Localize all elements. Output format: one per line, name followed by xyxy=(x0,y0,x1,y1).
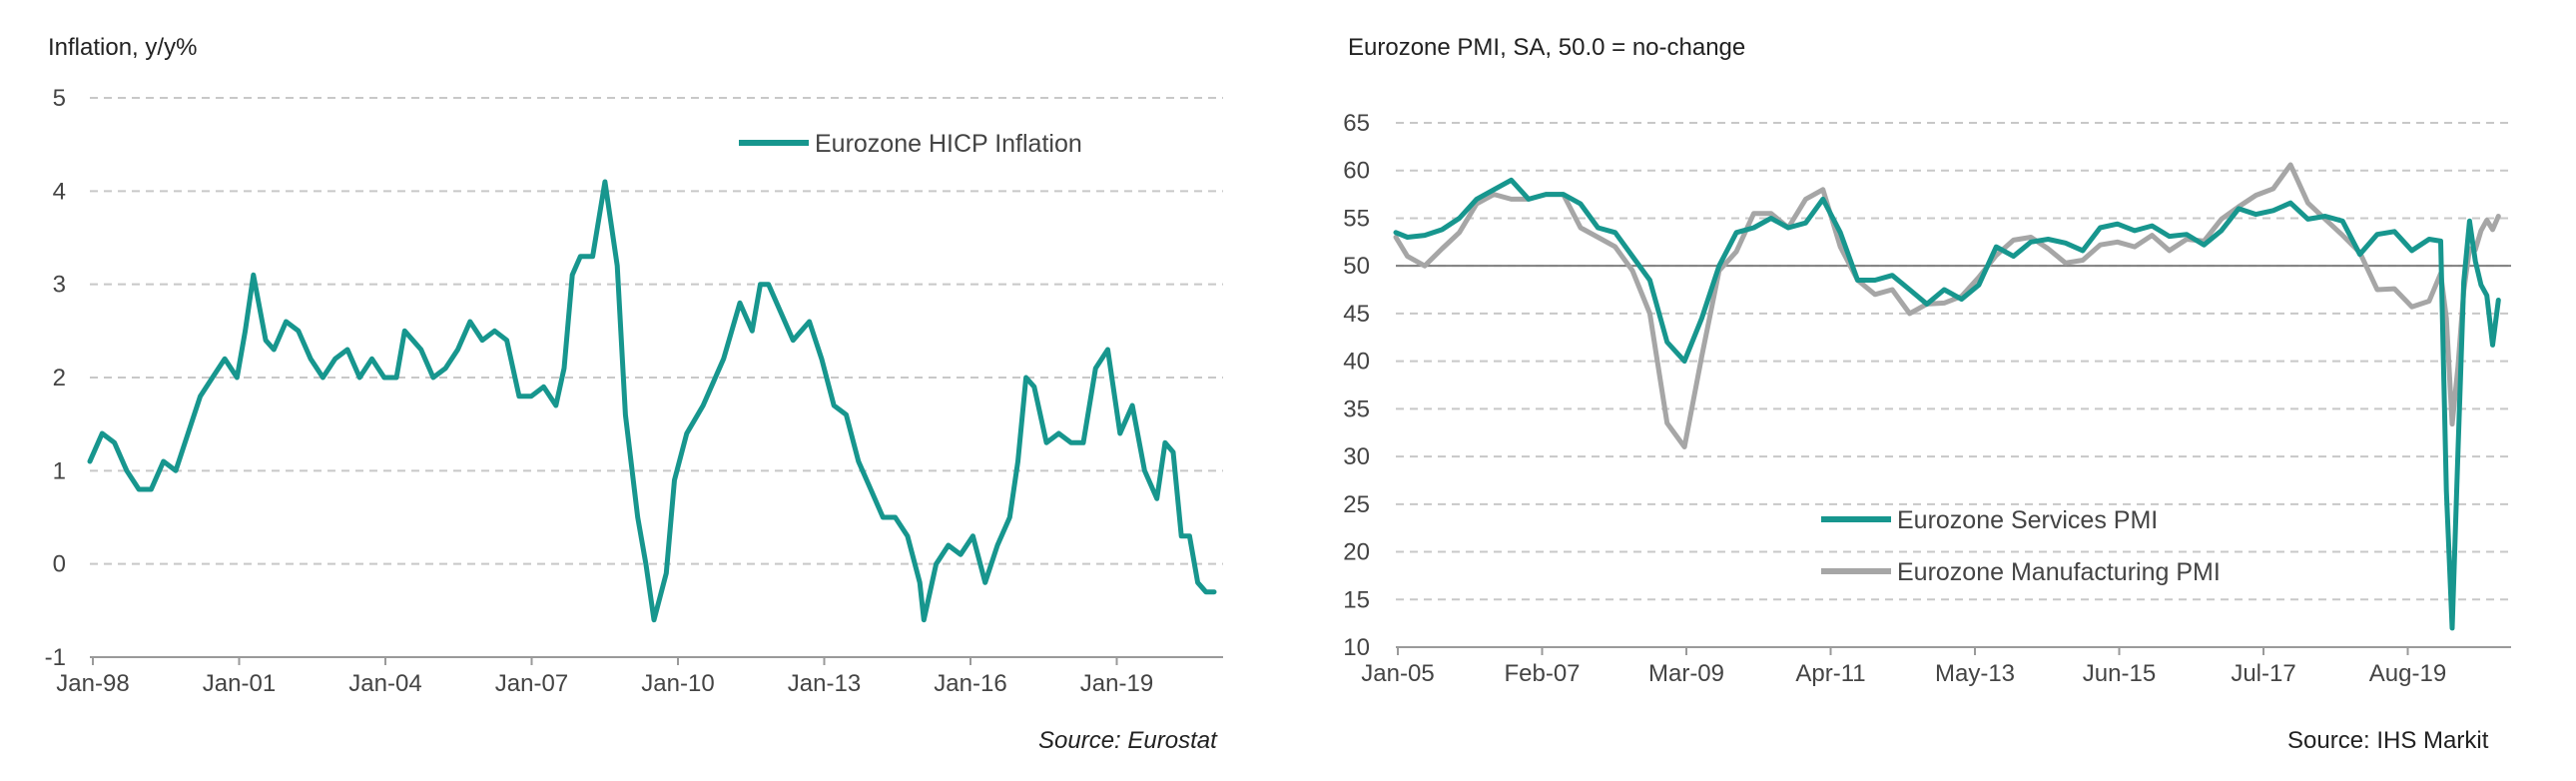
pmi-x-tick-label: Aug-19 xyxy=(2369,660,2446,687)
pmi-x-tick-label: Mar-09 xyxy=(1648,660,1724,687)
inflation-legend-label: Eurozone HICP Inflation xyxy=(815,130,1082,158)
pmi-x-tick-label: Jan-05 xyxy=(1361,660,1434,687)
pmi-y-tick-label: 20 xyxy=(1343,539,1370,566)
inflation-y-tick-label: 0 xyxy=(53,551,66,578)
inflation-chart-title: Inflation, y/y% xyxy=(48,34,198,61)
pmi-chart-panel: Eurozone PMI, SA, 50.0 = no-change 65 60 5… xyxy=(1288,0,2576,781)
pmi-legend-label: Eurozone Manufacturing PMI xyxy=(1897,558,2221,586)
inflation-y-tick-label: 1 xyxy=(53,457,66,484)
inflation-y-tick-label: 5 xyxy=(53,85,66,112)
pmi-y-tick-label: 60 xyxy=(1343,158,1370,185)
inflation-chart-panel: Inflation, y/y% 5 4 3 2 1 0 -1 Jan-98 Jan-01 Jan-… xyxy=(45,34,1223,754)
pmi-y-tick-label: 65 xyxy=(1343,110,1370,137)
inflation-x-tick-label: Jan-98 xyxy=(56,670,129,697)
pmi-y-tick-label: 50 xyxy=(1343,253,1370,280)
inflation-x-tick-label: Jan-04 xyxy=(348,670,421,697)
inflation-y-tick-label: 2 xyxy=(53,365,66,391)
pmi-y-tick-label: 55 xyxy=(1343,205,1370,232)
pmi-x-tick-label: Jun-15 xyxy=(2083,660,2156,687)
pmi-y-tick-label: 35 xyxy=(1343,395,1370,422)
inflation-x-tick-label: Jan-13 xyxy=(788,670,861,697)
pmi-legend-label: Eurozone Services PMI xyxy=(1897,506,2158,534)
pmi-x-tick-label: Feb-07 xyxy=(1504,660,1580,687)
pmi-series-line-0 xyxy=(1393,177,2501,631)
inflation-y-tick-label: 4 xyxy=(53,178,66,205)
inflation-x-tick-label: Jan-01 xyxy=(203,670,276,697)
pmi-y-tick-label: 25 xyxy=(1343,491,1370,518)
pmi-y-tick-label: 30 xyxy=(1343,443,1370,470)
pmi-y-tick-label: 45 xyxy=(1343,301,1370,328)
pmi-chart-title: Eurozone PMI, SA, 50.0 = no-change xyxy=(1348,34,1746,61)
pmi-y-tick-label: 10 xyxy=(1343,634,1370,661)
inflation-series-line-0 xyxy=(87,179,1217,623)
inflation-x-tick-label: Jan-19 xyxy=(1080,670,1153,697)
inflation-y-tick-label: -1 xyxy=(45,644,66,671)
pmi-y-tick-label: 40 xyxy=(1343,349,1370,376)
pmi-x-tick-label: May-13 xyxy=(1935,660,2015,687)
inflation-x-tick-label: Jan-16 xyxy=(934,670,1006,697)
pmi-source-text: Source: IHS Markit xyxy=(2287,727,2489,754)
pmi-x-tick-label: Jul-17 xyxy=(2231,660,2295,687)
inflation-y-tick-label: 3 xyxy=(53,272,66,299)
pmi-y-tick-label: 15 xyxy=(1343,586,1370,613)
inflation-x-tick-label: Jan-10 xyxy=(641,670,714,697)
pmi-series-line-1 xyxy=(1393,162,2501,449)
inflation-source-text: Source: Eurostat xyxy=(1038,727,1217,754)
inflation-x-tick-label: Jan-07 xyxy=(495,670,568,697)
pmi-x-tick-label: Apr-11 xyxy=(1795,660,1865,687)
